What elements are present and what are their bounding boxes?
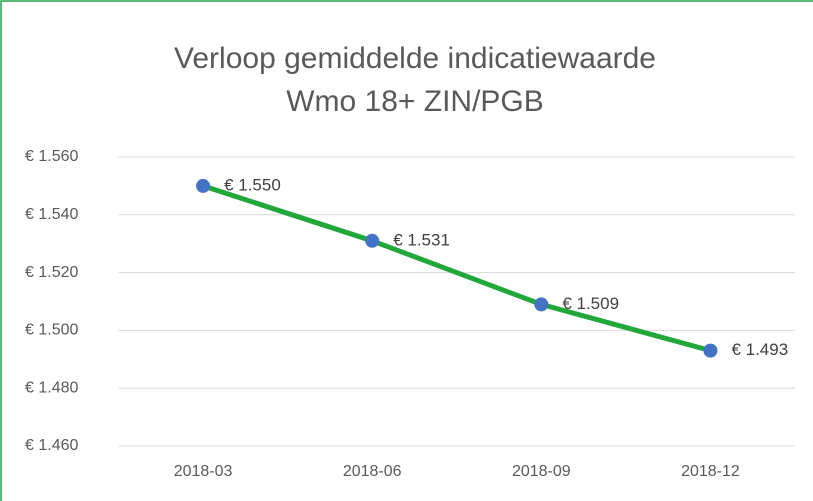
x-tick-label: 2018-12 [681,463,740,480]
marker [534,297,549,312]
y-tick-label: € 1.460 [25,437,78,454]
y-tick-label: € 1.540 [25,206,78,223]
y-tick-label: € 1.480 [25,379,78,396]
data-label: € 1.531 [393,230,450,249]
marker [703,343,718,358]
x-tick-label: 2018-03 [174,463,233,480]
data-label: € 1.550 [224,175,281,194]
x-tick-label: 2018-09 [512,463,571,480]
chart-title: Wmo 18+ ZIN/PGB [286,85,544,118]
marker [196,178,211,193]
data-label: € 1.493 [731,340,788,359]
marker [365,233,380,248]
chart-title: Verloop gemiddelde indicatiewaarde [174,42,656,75]
data-label: € 1.509 [562,294,619,313]
line [202,183,712,354]
y-tick-label: € 1.500 [25,322,78,339]
x-tick-label: 2018-06 [343,463,402,480]
y-tick-label: € 1.520 [25,264,78,281]
y-tick-label: € 1.560 [25,148,78,165]
